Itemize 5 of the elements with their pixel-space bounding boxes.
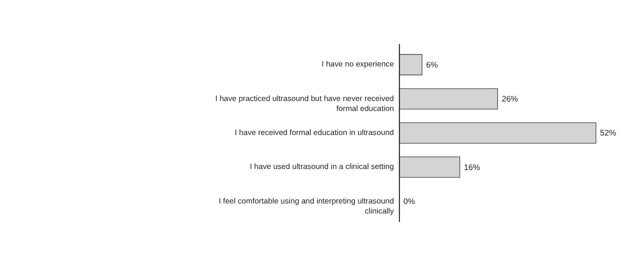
y-tick-label: I feel comfortable using and interpreting ultrasound clinically: [218, 196, 394, 216]
y-tick-label: I have no experience: [322, 60, 394, 69]
y-tick-label: I have practiced ultrasound but have never received formal education: [215, 94, 394, 114]
y-tick-label: I have received formal education in ultrasound: [234, 128, 394, 138]
y-tick-label: I have used ultrasound in a clinical setting: [250, 162, 394, 172]
